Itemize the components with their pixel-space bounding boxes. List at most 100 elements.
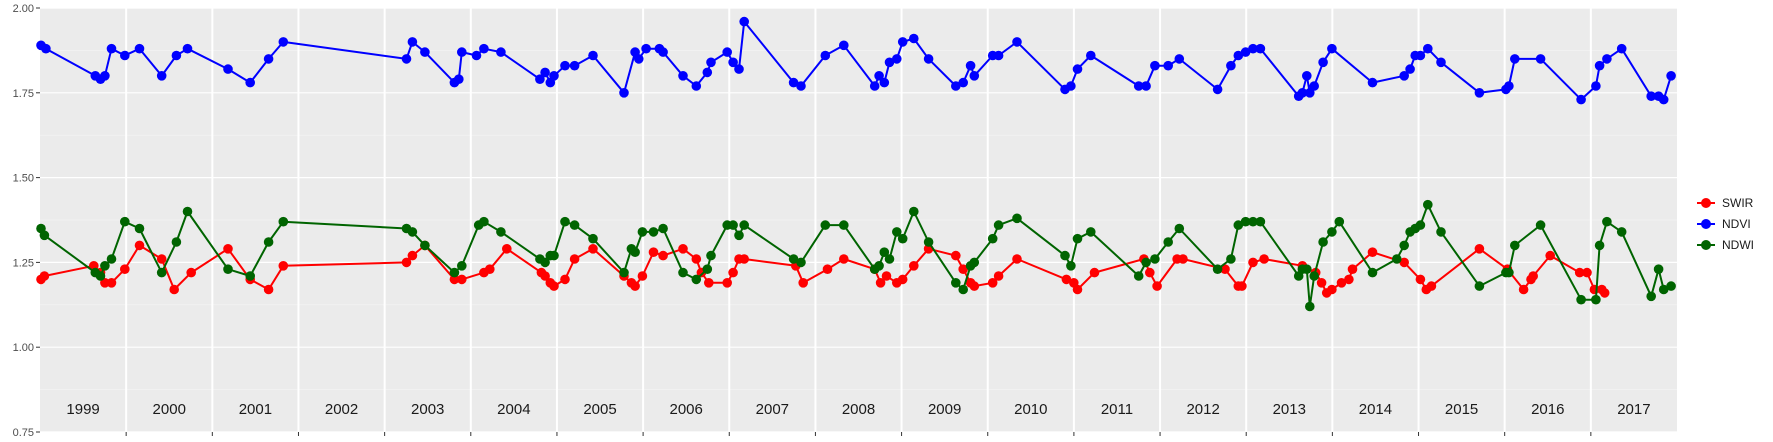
ndwi-point xyxy=(549,250,559,261)
ndwi-point xyxy=(1646,291,1656,302)
ndvi-point xyxy=(1318,57,1328,68)
ndwi-point xyxy=(1334,216,1345,227)
legend-marker-swir xyxy=(1701,198,1711,208)
ndvi-point xyxy=(1163,60,1173,71)
ndwi-point xyxy=(569,220,580,230)
ndwi-point xyxy=(588,233,598,244)
ndvi-point xyxy=(457,47,467,57)
ndwi-point xyxy=(1255,216,1266,227)
ndwi-point xyxy=(1535,220,1546,230)
y-tick-label: 2.00 xyxy=(13,3,34,15)
ndwi-point xyxy=(884,254,895,264)
swir-point xyxy=(691,254,702,264)
ndvi-point xyxy=(1474,88,1485,98)
swir-point xyxy=(549,281,559,291)
ndwi-point xyxy=(993,220,1004,230)
ndvi-point xyxy=(401,54,412,64)
ndwi-point xyxy=(1133,271,1144,281)
ndvi-point xyxy=(706,57,716,68)
year-label: 1999 xyxy=(66,401,99,418)
swir-point xyxy=(897,274,908,285)
swir-point xyxy=(1012,254,1022,264)
swir-point xyxy=(120,264,130,275)
ndvi-point xyxy=(951,81,961,91)
y-tick-label: 0.75 xyxy=(13,427,34,439)
ndvi-point xyxy=(1066,81,1076,91)
ndvi-point xyxy=(1576,94,1586,105)
ndwi-point xyxy=(1474,281,1485,291)
ndvi-point xyxy=(1423,43,1433,54)
swir-point xyxy=(1344,274,1354,285)
swir-point xyxy=(1237,281,1247,291)
ndwi-point xyxy=(1367,267,1378,278)
ndvi-point xyxy=(897,37,908,47)
year-label: 2009 xyxy=(928,401,961,418)
ndwi-point xyxy=(706,250,716,261)
ndvi-point xyxy=(454,74,464,84)
swir-point xyxy=(1259,254,1269,264)
swir-point xyxy=(958,264,968,275)
swir-point xyxy=(1327,284,1337,295)
ndvi-point xyxy=(1255,43,1266,54)
ndvi-point xyxy=(1086,50,1096,61)
ndvi-point xyxy=(1535,54,1546,64)
swir-point xyxy=(798,278,808,288)
swir-point xyxy=(223,244,233,254)
ndwi-point xyxy=(1233,220,1244,230)
ndvi-point xyxy=(263,54,274,64)
year-label: 2015 xyxy=(1445,401,1478,418)
swir-point xyxy=(1528,271,1538,281)
swir-point xyxy=(1072,284,1083,295)
ndvi-point xyxy=(1240,47,1251,57)
ndwi-point xyxy=(1226,254,1236,264)
swir-point xyxy=(1347,264,1358,275)
ndwi-point xyxy=(1012,213,1022,224)
year-label: 2002 xyxy=(325,401,358,418)
ndwi-point xyxy=(106,254,117,264)
ndvi-point xyxy=(1367,77,1378,88)
ndvi-point xyxy=(1141,81,1151,91)
ndvi-point xyxy=(479,43,489,54)
ndwi-point xyxy=(1072,233,1083,244)
legend-marker-ndvi xyxy=(1701,219,1711,229)
ndwi-point xyxy=(560,216,570,227)
ndvi-point xyxy=(1415,50,1426,61)
ndvi-point xyxy=(1309,81,1319,91)
ndvi-point xyxy=(909,33,919,44)
ndvi-point xyxy=(619,88,629,98)
ndwi-point xyxy=(1504,267,1514,278)
year-label: 2005 xyxy=(583,401,616,418)
swir-point xyxy=(658,250,668,261)
ndvi-point xyxy=(1302,71,1312,81)
swir-point xyxy=(407,250,418,261)
swir-point xyxy=(1367,247,1378,257)
ndwi-point xyxy=(120,216,130,227)
ndvi-point xyxy=(1233,50,1244,61)
ndwi-point xyxy=(630,247,640,257)
ndvi-point xyxy=(1510,54,1520,64)
ndvi-point xyxy=(1594,60,1605,71)
swir-point xyxy=(540,271,550,281)
ndvi-point xyxy=(884,57,895,68)
swir-point xyxy=(1145,267,1155,278)
ndvi-point xyxy=(1212,84,1223,95)
year-label: 2017 xyxy=(1617,401,1650,418)
ndvi-point xyxy=(1436,57,1446,68)
ndvi-point xyxy=(41,43,51,54)
ndvi-point xyxy=(658,47,668,57)
swir-point xyxy=(951,250,961,261)
legend-marker-ndwi xyxy=(1701,240,1711,250)
ndwi-point xyxy=(987,233,998,244)
ndwi-point xyxy=(245,271,255,281)
swir-point xyxy=(739,254,749,264)
swir-point xyxy=(502,244,512,254)
ndwi-point xyxy=(100,261,110,271)
y-axis: 0.75 1.00 1.25 1.50 1.75 2.00 xyxy=(13,3,40,439)
ndvi-point xyxy=(923,54,934,64)
legend-label-swir: SWIR xyxy=(1722,196,1754,210)
swir-point xyxy=(722,278,732,288)
ndwi-point xyxy=(839,220,849,230)
ndvi-point xyxy=(839,40,849,51)
